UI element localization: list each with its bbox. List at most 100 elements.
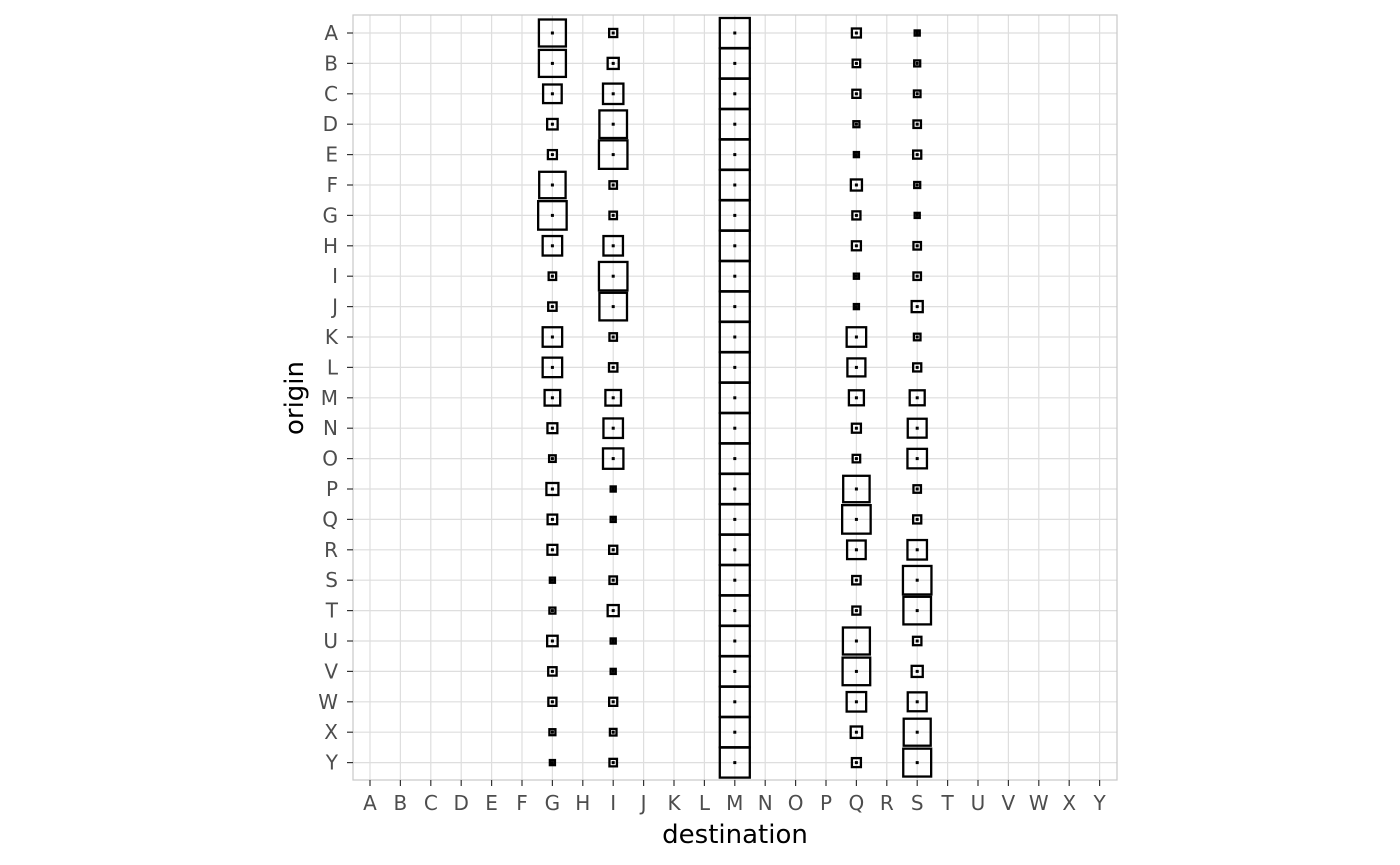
x-tick-label: A — [363, 791, 377, 815]
tile-L-S — [912, 362, 923, 373]
tile-X-G — [548, 728, 557, 737]
tile-Q-I — [609, 515, 617, 524]
tile-T-S — [902, 595, 933, 626]
tile-A-Q — [850, 27, 863, 39]
x-tick-label: H — [575, 791, 590, 815]
tile-outline — [548, 576, 557, 584]
tile-center-dot — [854, 183, 858, 187]
tile-outline — [913, 180, 922, 190]
tile-U-S — [911, 635, 923, 647]
tile-V-I — [609, 667, 617, 676]
tile-M-I — [604, 388, 623, 407]
tile-outline — [841, 626, 872, 656]
tile-center-dot — [611, 61, 615, 65]
tile-center-dot — [733, 609, 737, 613]
tile-center-dot — [733, 61, 737, 65]
tile-outline — [548, 606, 557, 615]
tile-outline — [845, 539, 867, 561]
tile-outline — [912, 119, 923, 130]
tile-outline — [845, 326, 868, 348]
tile-outline — [911, 635, 923, 647]
tile-M-S — [908, 389, 926, 407]
tile-O-G — [547, 454, 557, 464]
tile-center-dot — [733, 122, 737, 126]
tile-outline — [609, 667, 617, 676]
tile-outline — [608, 727, 618, 737]
tile-outline — [906, 691, 928, 713]
tile-center-dot — [915, 31, 919, 35]
tile-O-I — [601, 447, 625, 470]
tile-outline — [608, 696, 619, 708]
tile-outline — [541, 356, 564, 379]
x-tick-label: J — [639, 791, 647, 815]
tile-center-dot — [733, 365, 737, 369]
tile-center-dot — [611, 578, 615, 582]
tile-center-dot — [915, 92, 919, 96]
tile-outline — [902, 717, 932, 747]
tile-center-dot — [854, 31, 858, 35]
tile-outline — [850, 422, 863, 434]
tile-U-Q — [841, 626, 872, 656]
tile-E-G — [546, 148, 559, 161]
tile-D-Q — [852, 120, 861, 129]
tile-outline — [546, 117, 559, 131]
tile-V-S — [910, 664, 924, 679]
tile-Y-S — [902, 747, 933, 778]
tile-outline — [912, 271, 923, 282]
tile-center-dot — [550, 153, 554, 157]
tile-center-dot — [854, 213, 858, 217]
tile-center-dot — [854, 244, 858, 248]
tile-outline — [851, 58, 862, 69]
tile-outline — [901, 564, 933, 596]
x-tick-label: G — [545, 791, 561, 815]
tile-center-dot — [733, 274, 737, 278]
tile-center-dot — [733, 487, 737, 491]
tile-outline — [718, 746, 751, 779]
tile-center-dot — [854, 761, 858, 765]
tile-D-S — [912, 119, 923, 130]
tile-M-G — [543, 388, 562, 407]
tile-outline — [910, 299, 924, 314]
tile-L-G — [541, 356, 564, 379]
tile-B-S — [913, 59, 922, 68]
tile-center-dot — [915, 365, 919, 369]
tile-outline — [601, 447, 625, 470]
tile-G-S — [913, 211, 921, 220]
y-tick-label: W — [318, 690, 338, 714]
tile-center-dot — [733, 396, 737, 400]
tile-outline — [850, 240, 863, 252]
tile-outline — [537, 199, 568, 231]
tile-outline — [841, 656, 872, 687]
tile-T-G — [548, 606, 557, 615]
tile-J-S — [910, 299, 924, 314]
tile-outline — [597, 260, 629, 292]
tile-center-dot — [733, 517, 737, 521]
tile-outline — [906, 417, 928, 439]
x-tick-label: M — [726, 791, 743, 815]
tile-center-dot — [915, 639, 919, 643]
tile-J-G — [547, 301, 558, 312]
tile-V-Q — [841, 656, 872, 687]
tile-A-I — [608, 27, 619, 39]
tile-center-dot — [915, 61, 919, 65]
tile-center-dot — [854, 92, 858, 96]
tile-center-dot — [733, 92, 737, 96]
tile-outline — [609, 485, 617, 493]
tile-outline — [541, 83, 563, 105]
tile-outline — [913, 29, 921, 37]
tile-outline — [604, 388, 623, 407]
tile-center-dot — [550, 578, 554, 582]
tile-center-dot — [550, 761, 554, 765]
tile-outline — [852, 302, 861, 311]
tile-marks — [537, 16, 933, 779]
tile-outline — [849, 178, 864, 192]
x-tick-label: Y — [1092, 791, 1106, 815]
tile-center-dot — [550, 183, 554, 187]
x-tick-label: X — [1062, 791, 1076, 815]
y-tick-label: S — [325, 568, 338, 592]
tile-P-I — [609, 485, 617, 493]
tile-outline — [851, 453, 862, 464]
tile-Y-G — [548, 758, 557, 767]
tile-G-G — [537, 199, 568, 231]
y-axis-title: origin — [280, 361, 310, 435]
